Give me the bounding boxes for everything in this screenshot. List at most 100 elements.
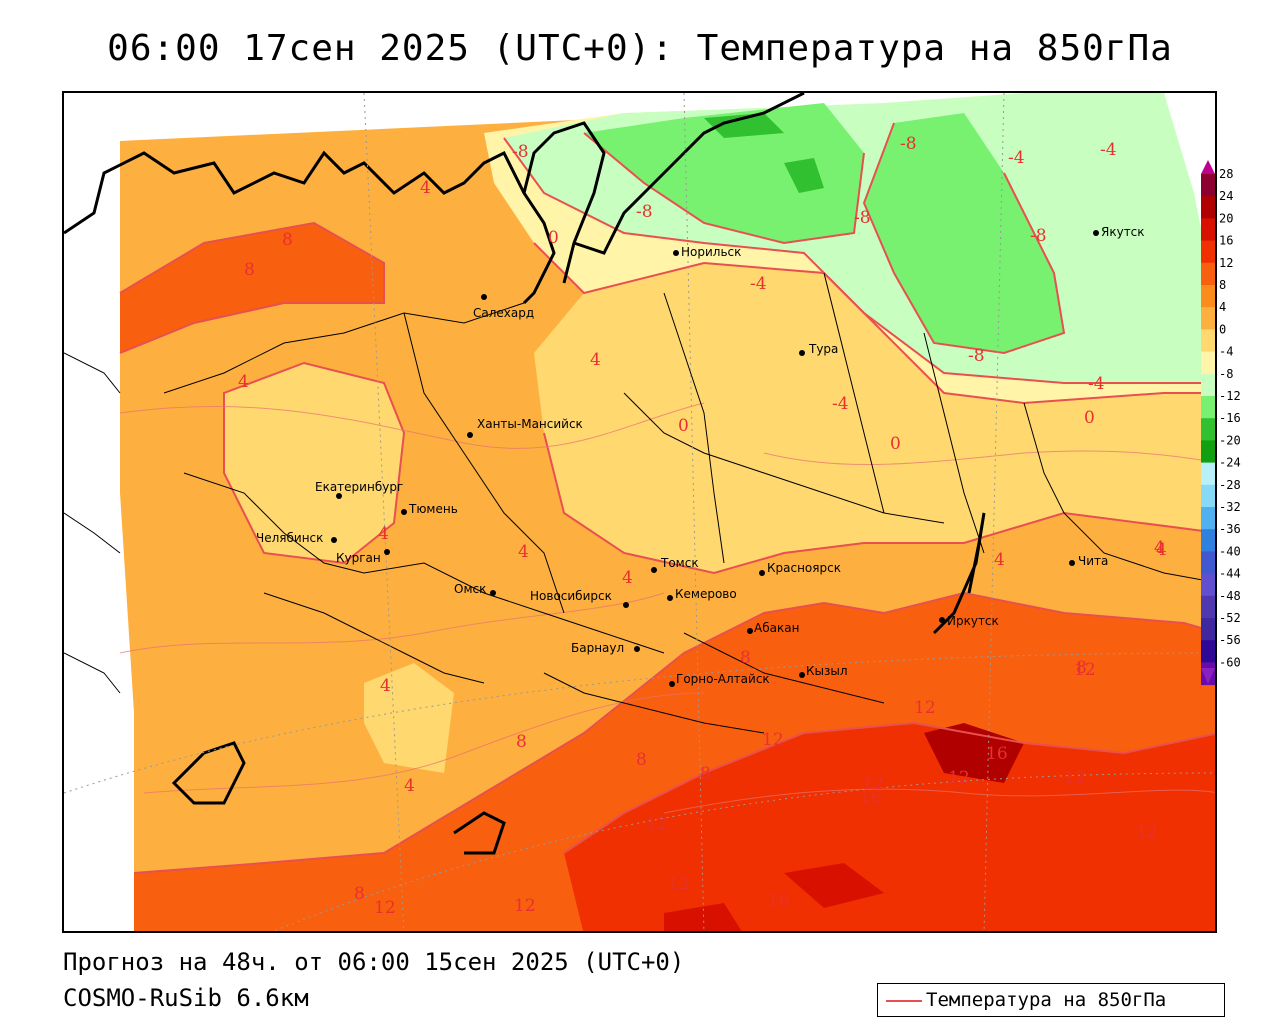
colorbar-swatch bbox=[1201, 307, 1215, 330]
contour-label: 0 bbox=[548, 228, 559, 248]
city-novosibirsk: Новосибирск bbox=[530, 589, 629, 608]
contour-label: -8 bbox=[1030, 226, 1047, 246]
contour-label: 12 bbox=[374, 898, 396, 918]
contour-label: 8 bbox=[282, 230, 293, 250]
colorbar: 28 24 20 16 12 8 4 0 -4 -8 -12 -16 -20 -24 -28 -32 -36 -4… bbox=[1201, 160, 1241, 686]
field-neg16-b bbox=[704, 113, 784, 138]
contour-label: 8 bbox=[244, 260, 255, 280]
field-16plus-b bbox=[784, 863, 884, 908]
colorbar-ticks: 28 24 20 16 12 8 4 0 -4 -8 -12 -16 -20 -24 -28 -32 -36 -4… bbox=[1219, 167, 1241, 669]
colorbar-bottom-arrow bbox=[1201, 668, 1215, 684]
field-0to4-sw bbox=[364, 663, 454, 773]
contour-label: 4 bbox=[1156, 540, 1167, 560]
colorbar-tick-label: -56 bbox=[1219, 633, 1241, 647]
borders bbox=[64, 272, 1215, 734]
colorbar-swatches bbox=[1201, 174, 1215, 686]
svg-text:Горно-Алтайск: Горно-Алтайск bbox=[676, 672, 770, 686]
colorbar-swatch bbox=[1201, 573, 1215, 597]
contour-label: -8 bbox=[900, 134, 917, 154]
model-name: COSMO-RuSib 6.6км bbox=[63, 984, 309, 1012]
field-0to4-ural bbox=[224, 363, 404, 563]
contour-label: 0 bbox=[890, 434, 901, 454]
colorbar-swatch bbox=[1201, 329, 1215, 353]
svg-text:Челябинск: Челябинск bbox=[256, 531, 323, 545]
contour-label: 4 bbox=[420, 178, 431, 198]
legend-label: Температура на 850гПа bbox=[926, 989, 1167, 1011]
contour-label: 16 bbox=[986, 744, 1008, 764]
colorbar-swatch bbox=[1201, 351, 1215, 375]
colorbar-tick-label: 12 bbox=[1219, 256, 1233, 270]
colorbar-swatch bbox=[1201, 240, 1215, 264]
svg-text:Ханты-Мансийск: Ханты-Мансийск bbox=[477, 417, 583, 431]
colorbar-swatch bbox=[1201, 396, 1215, 419]
contour-label: 4 bbox=[378, 524, 389, 544]
legend: Температура на 850гПа bbox=[877, 983, 1225, 1017]
contour-label: 4 bbox=[380, 676, 391, 696]
colorbar-swatch bbox=[1201, 551, 1215, 575]
contour-label: 8 bbox=[700, 764, 711, 784]
svg-text:Якутск: Якутск bbox=[1101, 225, 1145, 239]
contour-label: 4 bbox=[518, 542, 529, 562]
svg-text:Барнаул: Барнаул bbox=[571, 641, 624, 655]
contour-label: 4 bbox=[622, 568, 633, 588]
colorbar-swatch bbox=[1201, 595, 1215, 619]
colorbar-tick-label: 0 bbox=[1219, 322, 1226, 336]
city-kemerovo: Кемерово bbox=[667, 587, 737, 601]
city-omsk: Омск bbox=[454, 582, 496, 596]
colorbar-tick-label: -20 bbox=[1219, 433, 1241, 447]
field-8to12-nw bbox=[120, 223, 384, 353]
colorbar-swatch bbox=[1201, 174, 1215, 197]
city-yakutsk: Якутск bbox=[1093, 225, 1145, 239]
city-tyumen: Тюмень bbox=[401, 502, 458, 516]
svg-text:Чита: Чита bbox=[1078, 554, 1108, 568]
colorbar-swatch bbox=[1201, 640, 1215, 663]
colorbar-tick-label: -28 bbox=[1219, 478, 1241, 492]
city-tura: Тура bbox=[799, 342, 838, 356]
svg-text:Томск: Томск bbox=[660, 556, 699, 570]
contour-label: 4 bbox=[994, 550, 1005, 570]
contour-label: -4 bbox=[1088, 374, 1105, 394]
contour-label: 12 bbox=[646, 814, 668, 834]
contour-label: 4 bbox=[238, 372, 249, 392]
city-barnaul: Барнаул bbox=[571, 641, 640, 655]
city-irkutsk: Иркутск bbox=[939, 614, 999, 628]
colorbar-tick-label: 24 bbox=[1219, 189, 1233, 203]
colorbar-tick-label: -36 bbox=[1219, 522, 1241, 536]
contour-label: 12 bbox=[514, 896, 536, 916]
svg-text:Норильск: Норильск bbox=[681, 245, 741, 259]
graticule bbox=[64, 93, 1215, 931]
contour-label: -8 bbox=[968, 346, 985, 366]
colorbar-tick-label: -24 bbox=[1219, 456, 1241, 470]
svg-text:Салехард: Салехард bbox=[473, 306, 534, 320]
colorbar-swatch bbox=[1201, 484, 1215, 508]
city-yekaterinburg: Екатеринбург bbox=[315, 480, 403, 499]
contour-label: 4 bbox=[590, 350, 601, 370]
contour-label: 12 bbox=[1136, 822, 1158, 842]
field-16plus-c bbox=[664, 903, 742, 931]
colorbar-tick-label: -32 bbox=[1219, 500, 1241, 514]
svg-text:Кызыл: Кызыл bbox=[806, 664, 848, 678]
colorbar-tick-label: -48 bbox=[1219, 589, 1241, 603]
contour-label: 4 bbox=[1154, 538, 1165, 558]
city-krasnoyarsk: Красноярск bbox=[759, 561, 841, 576]
contour-label: 12 bbox=[948, 768, 970, 788]
forecast-info: Прогноз на 48ч. от 06:00 15сен 2025 (UTC… bbox=[63, 948, 685, 976]
colorbar-swatch bbox=[1201, 373, 1215, 397]
svg-text:Абакан: Абакан bbox=[754, 621, 799, 635]
temperature-map[interactable]: -8 -8 -4 -8 -8 -8 -4 -4 -8 -4 0 4 0 8 8 … bbox=[62, 91, 1217, 933]
svg-text:Иркутск: Иркутск bbox=[947, 614, 999, 628]
svg-text:Курган: Курган bbox=[336, 551, 381, 565]
colorbar-tick-label: 16 bbox=[1219, 234, 1233, 248]
contour-label: 8 bbox=[1076, 658, 1087, 678]
colorbar-swatch bbox=[1201, 618, 1215, 641]
colorbar-swatch bbox=[1201, 262, 1215, 286]
colorbar-swatch bbox=[1201, 285, 1215, 308]
city-kurgan: Курган bbox=[336, 549, 390, 565]
colorbar-tick-label: -60 bbox=[1219, 655, 1241, 669]
colorbar-swatch bbox=[1201, 196, 1215, 219]
contour-label: 8 bbox=[740, 648, 751, 668]
contour-label: 8 bbox=[516, 732, 527, 752]
city-kyzyl: Кызыл bbox=[799, 664, 848, 678]
colorbar-swatch bbox=[1201, 507, 1215, 530]
contour-label: 16 bbox=[860, 788, 882, 808]
